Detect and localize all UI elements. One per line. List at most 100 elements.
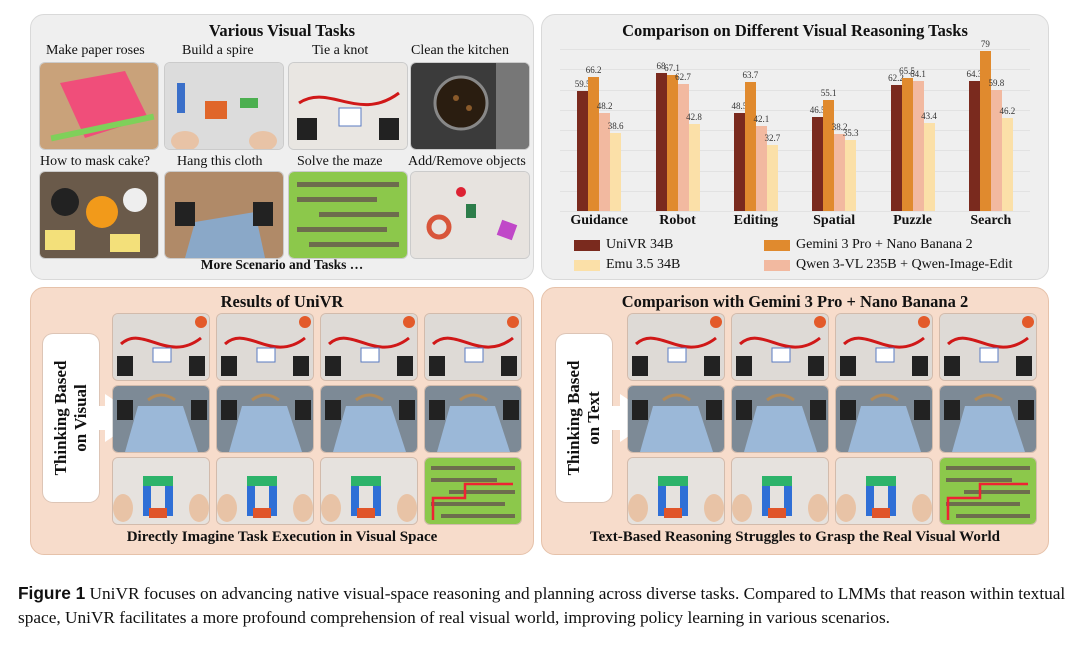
task-image-clean-kitchen <box>411 63 529 149</box>
bar-value-label: 62.2 <box>888 73 904 84</box>
bar-qwen-3-vl-235b-qwen-image-edit-puzzle <box>912 81 924 211</box>
bar-univr-34b-spatial <box>812 116 824 211</box>
thinking-visual-box: Thinking Based on Visual <box>43 334 99 502</box>
result-image <box>113 314 209 380</box>
category-label-search: Search <box>970 213 1012 228</box>
arrow-shaft <box>606 406 622 430</box>
category-labels: Guidance Robot Editing Spatial Puzzle Search <box>560 213 1030 233</box>
gridline <box>560 89 1030 91</box>
result-image <box>425 386 521 452</box>
task-image-add-remove-objects <box>411 172 529 258</box>
result-image <box>836 458 932 524</box>
task-label: Build a spire <box>182 43 254 58</box>
legend-item: Gemini 3 Pro + Nano Banana 2 <box>764 237 973 253</box>
bar-emu-3-5-34b-robot <box>688 124 700 211</box>
bar-univr-34b-robot <box>655 73 667 211</box>
side-label-line1: Thinking Based <box>564 360 583 476</box>
bar-value-label: 62.7 <box>675 72 691 83</box>
task-image-mask-cake <box>40 172 158 258</box>
caption-text: UniVR focuses on advancing native visual… <box>18 584 1066 627</box>
task-image-tie-knot <box>289 63 407 149</box>
legend-swatch <box>764 259 790 271</box>
side-label: Thinking Based on Visual <box>51 361 91 476</box>
bar-gemini-3-pro-nano-banana-2-robot <box>666 75 678 211</box>
panel-title: Various Visual Tasks <box>208 21 356 40</box>
result-image <box>321 458 417 524</box>
legend-label: Gemini 3 Pro + Nano Banana 2 <box>796 237 973 252</box>
bar-value-label: 32.7 <box>764 132 781 143</box>
bar-gemini-3-pro-nano-banana-2-search <box>979 51 991 211</box>
bar-value-label: 67.1 <box>664 63 680 74</box>
bar-qwen-3-vl-235b-qwen-image-edit-editing <box>755 125 767 211</box>
bar-qwen-3-vl-235b-qwen-image-edit-spatial <box>834 133 846 211</box>
category-label-spatial: Spatial <box>813 213 856 228</box>
result-image <box>217 314 313 380</box>
gridline <box>560 150 1030 152</box>
bar-value-label: 64.1 <box>910 69 926 80</box>
task-label: Make paper roses <box>46 43 145 58</box>
result-image <box>628 314 724 380</box>
bar-emu-3-5-34b-spatial <box>845 139 857 211</box>
various-visual-tasks-panel: Various Visual Tasks Make paper roses Bu… <box>30 14 534 280</box>
gridline <box>560 211 1030 212</box>
comparison-gemini-panel: Comparison with Gemini 3 Pro + Nano Bana… <box>541 287 1049 555</box>
bar-emu-3-5-34b-guidance <box>610 132 622 211</box>
bar-value-label: 68 <box>656 61 666 72</box>
result-image <box>940 386 1036 452</box>
gridline <box>560 130 1030 132</box>
result-image <box>732 386 828 452</box>
legend-item: Qwen 3-VL 235B + Qwen-Image-Edit <box>764 257 1013 273</box>
bar-gemini-3-pro-nano-banana-2-editing <box>744 82 756 211</box>
bar-emu-3-5-34b-puzzle <box>923 123 935 211</box>
bar-qwen-3-vl-235b-qwen-image-edit-guidance <box>599 113 611 211</box>
category-label-guidance: Guidance <box>570 213 628 228</box>
bar-gemini-3-pro-nano-banana-2-puzzle <box>901 78 913 211</box>
bar-value-label: 79 <box>980 39 990 50</box>
legend-item: UniVR 34B <box>574 237 673 253</box>
chart-panel: Comparison on Different Visual Reasoning… <box>541 14 1049 280</box>
gridline <box>560 190 1030 192</box>
bar-univr-34b-search <box>968 80 980 211</box>
result-image <box>113 386 209 452</box>
panel-footer: More Scenario and Tasks … <box>200 257 364 272</box>
bar-value-label: 46.2 <box>999 105 1016 116</box>
result-image <box>940 314 1036 380</box>
figure-label: Figure 1 <box>18 583 86 603</box>
bar-value-label: 42.8 <box>686 112 702 123</box>
result-image <box>628 458 724 524</box>
side-label-line2: on Visual <box>71 384 90 452</box>
bar-univr-34b-guidance <box>577 90 589 211</box>
task-image-hang-cloth <box>165 172 283 258</box>
bar-univr-34b-editing <box>733 112 745 211</box>
result-image <box>321 314 417 380</box>
bar-value-label: 48.2 <box>596 101 613 112</box>
legend-label: Emu 3.5 34B <box>606 257 681 272</box>
legend-swatch <box>574 259 600 271</box>
category-label-editing: Editing <box>733 213 778 228</box>
bar-value-label: 42.1 <box>753 113 770 124</box>
bar-value-label: 43.4 <box>921 111 937 122</box>
result-image <box>732 314 828 380</box>
side-label-line2: on Text <box>584 391 603 445</box>
bar-value-label: 35.3 <box>842 127 859 138</box>
bar-gemini-3-pro-nano-banana-2-spatial <box>823 99 835 211</box>
task-label: Solve the maze <box>297 154 383 169</box>
bar-gemini-3-pro-nano-banana-2-guidance <box>588 77 600 211</box>
bar-value-label: 38.6 <box>607 120 624 131</box>
bar-value-label: 55.1 <box>820 87 837 98</box>
chart-title: Comparison on Different Visual Reasoning… <box>622 21 968 40</box>
bar-value-label: 64.3 <box>966 68 983 79</box>
bar-value-label: 46.5 <box>809 104 826 115</box>
result-image <box>425 314 521 380</box>
results-univr-panel: Results of UniVR Thinking Based on Visua… <box>30 287 534 555</box>
panel-title: Results of UniVR <box>220 292 344 311</box>
figure-caption: Figure 1 UniVR focuses on advancing nati… <box>18 581 1068 630</box>
bar-univr-34b-puzzle <box>890 85 902 211</box>
legend-label: UniVR 34B <box>606 237 674 252</box>
bar-qwen-3-vl-235b-qwen-image-edit-robot <box>677 84 689 211</box>
result-image <box>113 458 209 524</box>
result-image <box>836 314 932 380</box>
category-label-puzzle: Puzzle <box>893 213 932 228</box>
panel-footer: Text-Based Reasoning Struggles to Grasp … <box>589 529 1001 545</box>
panel-title: Comparison with Gemini 3 Pro + Nano Bana… <box>621 292 969 311</box>
